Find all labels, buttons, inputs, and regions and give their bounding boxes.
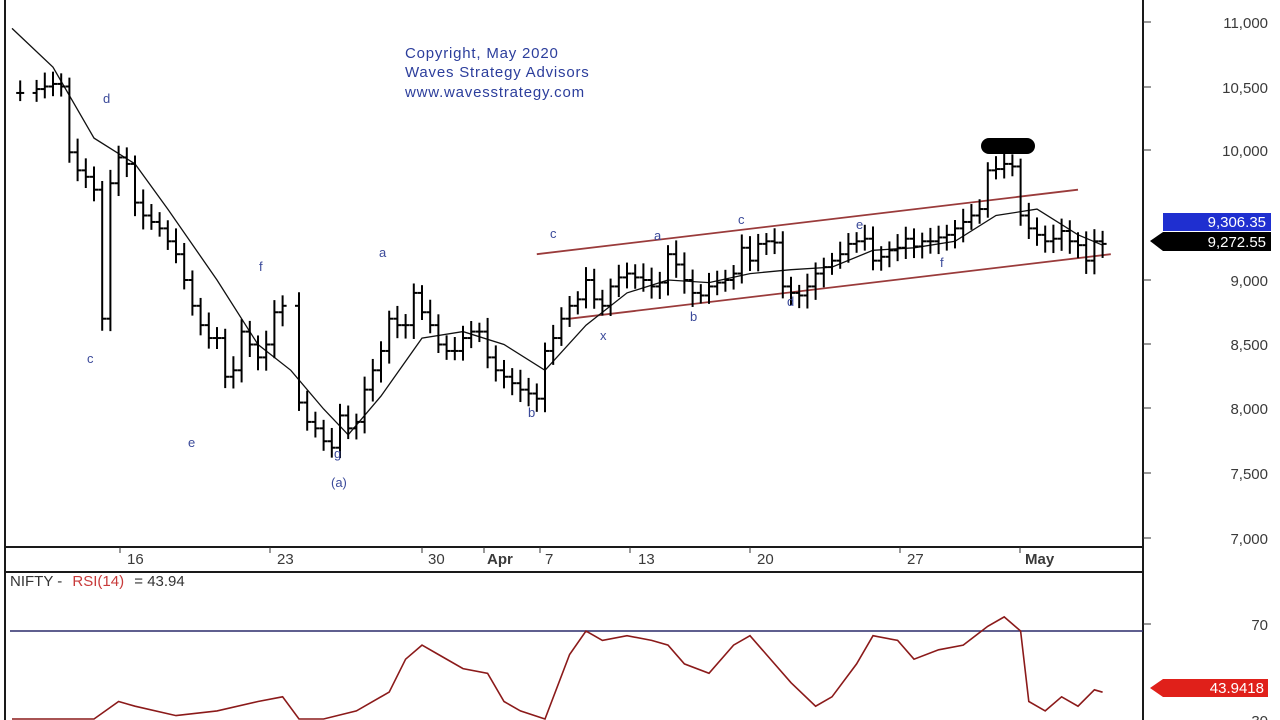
annotation-marker [981,138,1035,154]
y-tick-label: 10,500 [1222,80,1268,97]
rsi-title-value: = 43.94 [134,573,184,590]
x-tick-label: May [1025,551,1055,568]
rsi-line [12,615,1103,720]
x-tick-label: 16 [127,551,144,568]
svg-text:9,272.55: 9,272.55 [1208,234,1266,251]
wave-label: a [379,245,387,260]
y-tick-label: 10,000 [1222,143,1268,160]
channel-lower-line [569,253,1111,320]
wave-label: f [259,259,263,274]
x-tick-label: 7 [545,551,553,568]
wave-label: c [550,226,557,241]
x-tick-label: 23 [277,551,294,568]
wave-label: a [654,228,662,243]
svg-text:NIFTY - RSI(14) =: NIFTY - RSI(14) = 43.94 [10,573,185,590]
rsi-polyline [12,615,1103,720]
rsi-badge: 43.9418 [1150,679,1268,697]
wave-label: c [738,212,745,227]
copyright-line-2: Waves Strategy Advisors [405,64,590,81]
rsi-title-indicator: RSI(14) [72,573,124,590]
x-tick-label: Apr [487,551,513,568]
x-axis: 16 23 30 Apr 7 13 20 27 May [119,547,1055,568]
price-bars [16,71,1107,459]
wave-label: x [600,328,607,343]
x-tick-label: 27 [907,551,924,568]
wave-label: e [856,217,863,232]
y-tick-label: 7,000 [1230,531,1268,548]
x-tick-label: 30 [428,551,445,568]
y-tick-label: 7,500 [1230,466,1268,483]
rsi-bottom-label: 30 [1251,713,1268,720]
price-y-axis: 11,000 10,500 10,000 9,000 8,500 8,000 7… [1143,15,1268,548]
wave-label: (a) [331,475,347,490]
wave-label: b [690,309,697,324]
wave-label: f [940,255,944,270]
y-tick-label: 11,000 [1223,15,1268,32]
wave-labels: d c e f g (a) a b c a x b c d e f [87,91,944,490]
wave-label: b [528,405,535,420]
x-tick-label: 20 [757,551,774,568]
svg-text:9,306.35: 9,306.35 [1208,214,1266,231]
y-tick-label: 9,000 [1230,273,1268,290]
price-badge-upper: 9,306.35 [1163,213,1271,231]
rsi-title-prefix: NIFTY - [10,573,62,590]
x-tick-label: 13 [638,551,655,568]
wave-label: d [787,294,794,309]
wave-label: c [87,351,94,366]
svg-text:43.9418: 43.9418 [1210,680,1264,697]
rsi-level-label: 70 [1251,617,1268,634]
price-badge-lower: 9,272.55 [1150,232,1271,251]
wave-label: e [188,435,195,450]
panel-frame [4,0,1144,720]
trend-channel [536,188,1111,320]
rsi-panel: NIFTY - RSI(14) = 43.94 70 30 43.9418 [10,573,1268,720]
wave-label: g [334,446,341,461]
wave-label: d [103,91,110,106]
channel-upper-line [536,188,1079,256]
y-tick-label: 8,000 [1230,401,1268,418]
y-tick-label: 8,500 [1230,337,1268,354]
copyright-line-3: www.wavesstrategy.com [404,84,585,101]
copyright-line-1: Copyright, May 2020 [405,45,559,62]
